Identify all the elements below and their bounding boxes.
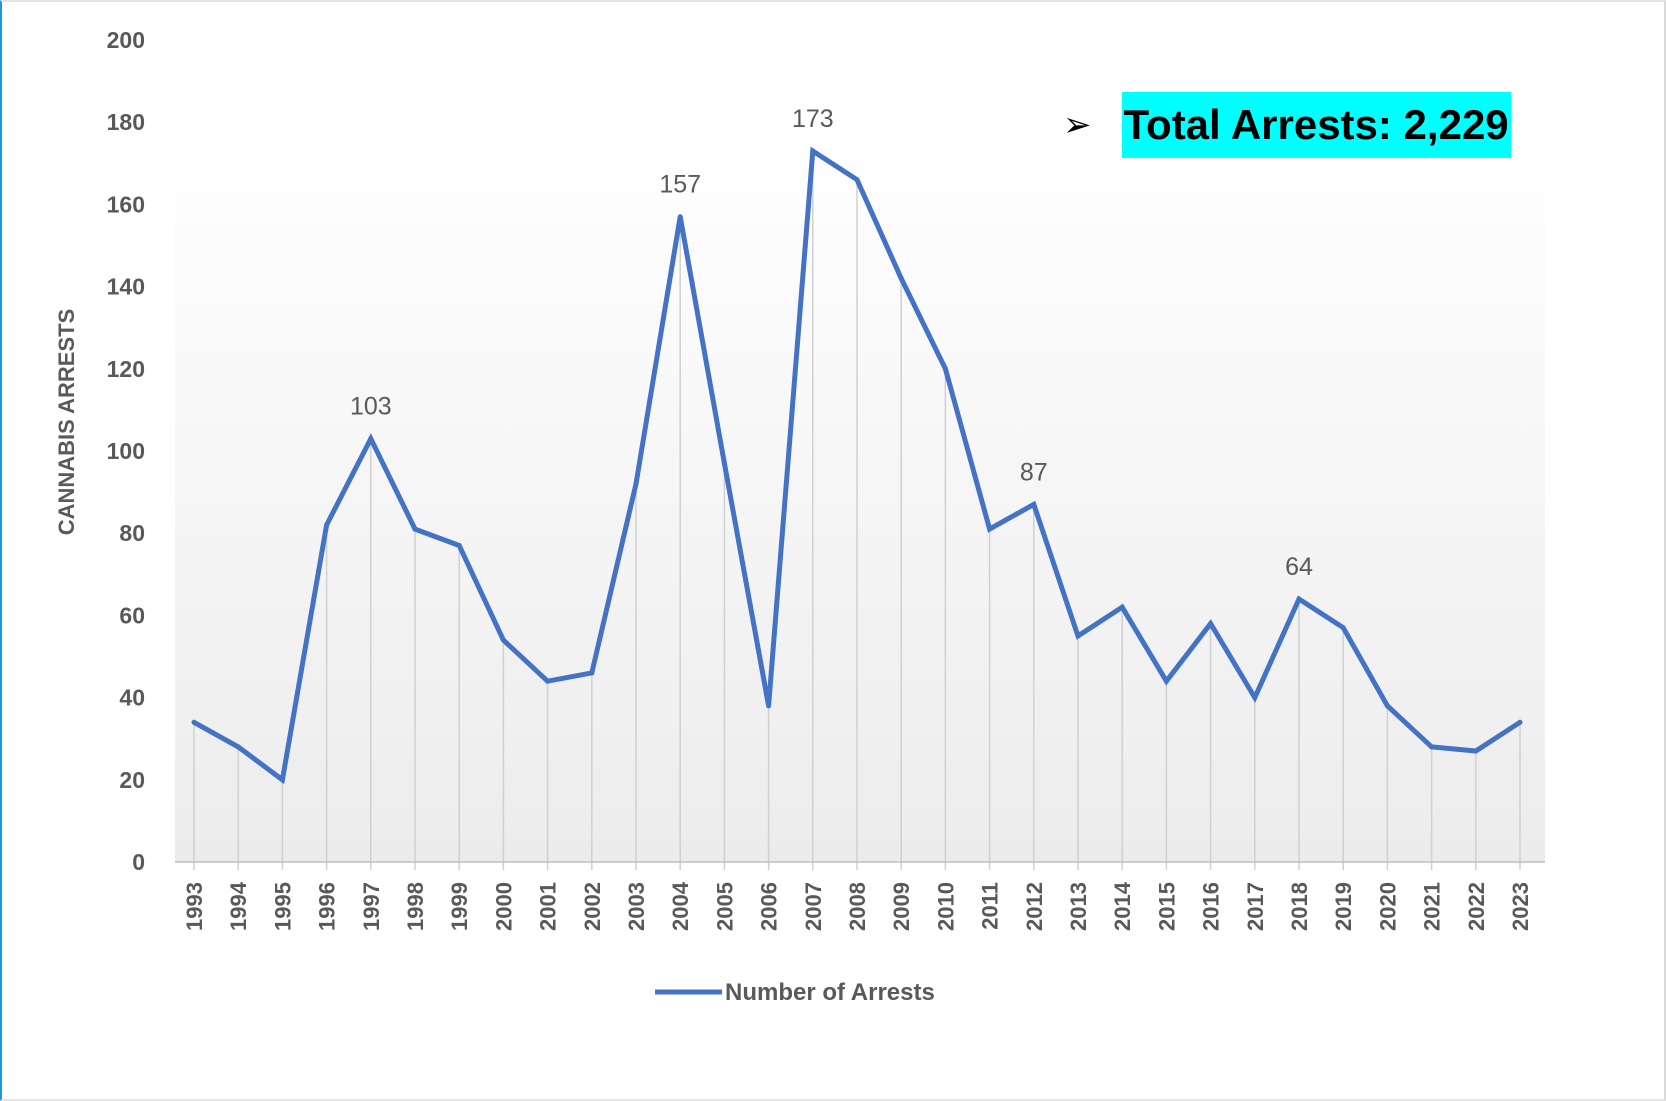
x-tick-label: 2014 — [1110, 881, 1135, 931]
data-label: 103 — [350, 393, 392, 421]
data-point — [279, 777, 285, 783]
data-point — [191, 719, 197, 725]
data-point — [589, 670, 595, 676]
data-point — [235, 744, 241, 750]
plot-background — [175, 135, 1545, 862]
data-point — [368, 436, 374, 442]
x-tick-label: 1999 — [447, 882, 472, 931]
data-point — [1075, 633, 1081, 639]
x-tick-label: 2003 — [624, 882, 649, 931]
x-tick-label: 2020 — [1375, 882, 1400, 931]
y-tick-label: 140 — [107, 274, 145, 300]
x-tick-label: 1995 — [270, 882, 295, 931]
y-tick-label: 20 — [119, 767, 145, 793]
data-point — [456, 543, 462, 549]
x-tick-label: 2010 — [933, 882, 958, 931]
x-tick-label: 2022 — [1464, 882, 1489, 931]
data-point — [987, 526, 993, 532]
x-tick-label: 2016 — [1199, 882, 1224, 931]
x-tick-label: 2007 — [801, 882, 826, 931]
y-tick-label: 40 — [119, 685, 145, 711]
arrow-bullet-icon: ➢ — [1063, 105, 1092, 145]
data-point — [1163, 678, 1169, 684]
x-tick-label: 2017 — [1243, 882, 1268, 931]
x-tick-label: 2011 — [978, 882, 1003, 930]
x-tick-label: 2023 — [1508, 882, 1533, 931]
data-point — [854, 177, 860, 183]
x-tick-label: 2021 — [1420, 882, 1445, 931]
data-point — [1208, 621, 1214, 627]
data-label: 87 — [1020, 458, 1048, 486]
data-point — [1340, 625, 1346, 631]
data-label: 157 — [659, 171, 701, 199]
x-tick-labels: 1993 1994 1995 1996 1997 1998 1999 2000 2001 2002… — [182, 881, 1533, 931]
data-point — [324, 522, 330, 528]
x-tick-label: 2002 — [580, 882, 605, 931]
x-tick-label: 1996 — [315, 882, 340, 931]
x-tick-label: 1994 — [226, 881, 251, 931]
x-tick-label: 2000 — [491, 882, 516, 931]
data-point — [1473, 748, 1479, 754]
y-tick-label: 160 — [107, 191, 145, 217]
y-axis-label: CANNABIS ARRESTS — [54, 309, 79, 536]
data-point — [1296, 596, 1302, 602]
x-tick-label: 1997 — [359, 882, 384, 931]
y-tick-label: 0 — [132, 849, 145, 875]
data-point — [677, 214, 683, 220]
x-tick-label: 2009 — [889, 882, 914, 931]
data-point — [500, 637, 506, 643]
x-tick-label: 2004 — [668, 881, 693, 931]
total-arrests-text: Total Arrests: 2,229 — [1121, 92, 1511, 158]
y-tick-label: 100 — [107, 438, 145, 464]
y-tick-label: 200 — [107, 27, 145, 53]
drop-lines — [193, 150, 1521, 870]
total-arrests-callout: ➢ Total Arrests: 2,229 — [1063, 92, 1511, 158]
data-point — [766, 703, 772, 709]
x-tick-label: 2015 — [1154, 882, 1179, 931]
data-point — [1517, 719, 1523, 725]
y-tick-labels: 0 20 40 60 80 100 120 140 160 180 200 — [107, 27, 145, 875]
data-point — [898, 275, 904, 281]
y-tick-label: 60 — [119, 602, 145, 628]
data-label: 64 — [1285, 553, 1313, 581]
y-tick-label: 180 — [107, 109, 145, 135]
x-tick-label: 2005 — [712, 882, 737, 931]
x-tick-label: 2013 — [1066, 882, 1091, 931]
data-point — [1252, 695, 1258, 701]
data-point — [810, 148, 816, 154]
data-labels: 103 157 173 87 64 — [350, 105, 1313, 581]
y-tick-label: 120 — [107, 356, 145, 382]
data-point — [1429, 744, 1435, 750]
legend-label: Number of Arrests — [725, 979, 935, 1006]
x-tick-label: 2018 — [1287, 882, 1312, 931]
data-label: 173 — [792, 105, 834, 133]
x-tick-label: 2008 — [845, 882, 870, 931]
x-tick-label: 2012 — [1022, 882, 1047, 931]
data-point — [412, 526, 418, 532]
data-point — [942, 366, 948, 372]
data-point — [1031, 501, 1037, 507]
data-point — [633, 481, 639, 487]
legend: Number of Arrests — [655, 979, 935, 1006]
x-tick-label: 2001 — [536, 882, 561, 931]
y-tick-label: 80 — [119, 520, 145, 546]
data-point — [1119, 604, 1125, 610]
data-point — [721, 460, 727, 466]
x-tick-label: 1993 — [182, 882, 207, 931]
data-point — [1384, 703, 1390, 709]
x-tick-label: 2006 — [757, 882, 782, 931]
data-point — [545, 678, 551, 684]
x-tick-label: 2019 — [1331, 882, 1356, 931]
x-tick-label: 1998 — [403, 882, 428, 931]
data-points — [191, 148, 1523, 783]
